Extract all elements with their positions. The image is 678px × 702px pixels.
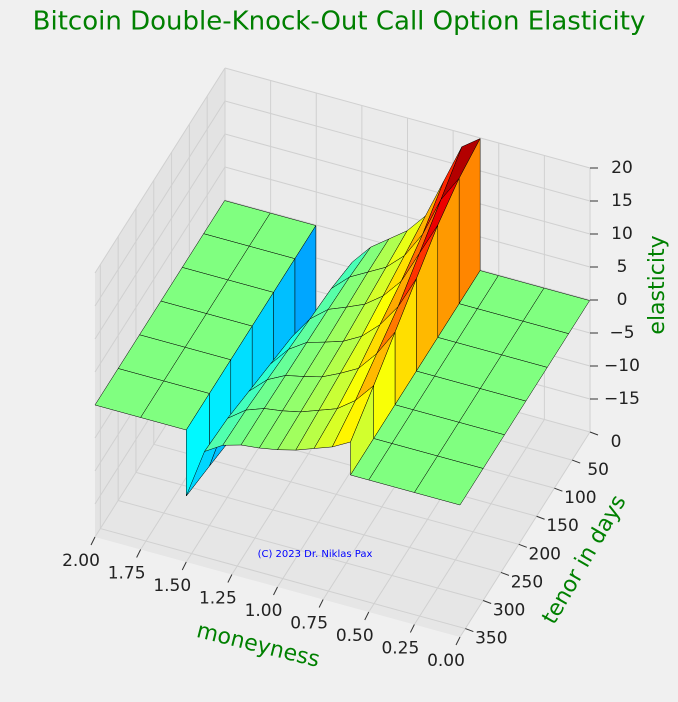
x-tick xyxy=(90,536,96,546)
x-tick-label: 0.50 xyxy=(336,626,374,646)
x-tick xyxy=(409,624,415,633)
x-tick xyxy=(227,574,233,583)
x-tick-label: 1.00 xyxy=(245,601,283,621)
grid-line xyxy=(413,419,545,625)
grid-line xyxy=(94,166,226,373)
y-tick-label: 100 xyxy=(564,488,596,508)
y-tick xyxy=(500,571,510,576)
z-tick-label: 20 xyxy=(611,158,633,178)
y-tick xyxy=(554,487,563,492)
grid-line xyxy=(459,431,591,638)
x-tick xyxy=(181,561,187,571)
x-tick-label: 1.50 xyxy=(153,576,191,596)
z-tick-label: 10 xyxy=(611,224,633,244)
y-tick-label: 300 xyxy=(493,600,525,620)
surface xyxy=(94,138,590,506)
grid-line xyxy=(94,67,226,274)
x-tick xyxy=(455,636,461,646)
grid-line xyxy=(153,443,519,545)
y-tick xyxy=(589,431,599,436)
grid-line xyxy=(94,100,226,307)
y-tick xyxy=(536,515,545,520)
y-tick xyxy=(518,543,527,548)
y-tick-label: 150 xyxy=(546,516,578,536)
x-tick-label: 1.75 xyxy=(108,564,146,584)
y-tick-label: 250 xyxy=(511,572,543,592)
y-tick-label: 50 xyxy=(587,460,609,480)
y-tick-label: 200 xyxy=(529,544,561,564)
copyright-note: (C) 2023 Dr. Niklas Pax xyxy=(258,549,373,560)
x-tick-label: 2.00 xyxy=(62,551,100,571)
z-axis-label: elasticity xyxy=(645,235,670,334)
y-tick xyxy=(465,628,474,633)
x-tick xyxy=(364,611,370,621)
y-tick xyxy=(572,459,581,464)
z-tick-label: −10 xyxy=(604,356,640,376)
grid-line xyxy=(224,100,591,202)
y-tick xyxy=(482,600,492,604)
grid-line xyxy=(224,166,591,268)
x-tick xyxy=(273,586,278,596)
grid-line xyxy=(224,67,591,169)
x-tick xyxy=(136,549,142,558)
z-tick-label: 0 xyxy=(617,290,628,310)
grid-line xyxy=(100,528,466,630)
grid-line xyxy=(94,133,226,340)
x-tick-label: 0.75 xyxy=(290,614,328,634)
grid-line xyxy=(224,133,591,235)
surface-patch xyxy=(414,455,484,506)
z-tick-label: −5 xyxy=(609,323,634,343)
y-tick-label: 0 xyxy=(611,432,622,452)
z-tick-label: 5 xyxy=(617,257,628,277)
x-tick-label: 0.25 xyxy=(381,639,419,659)
z-tick-label: 15 xyxy=(611,191,633,211)
x-tick xyxy=(318,599,324,608)
x-tick-label: 1.25 xyxy=(199,589,237,609)
chart-title: Bitcoin Double-Knock-Out Call Option Ela… xyxy=(33,7,646,37)
z-tick-label: −15 xyxy=(604,389,640,409)
grid-line xyxy=(135,471,502,573)
x-tick-label: 0.00 xyxy=(427,651,465,671)
grid-line xyxy=(118,500,484,601)
y-tick-label: 350 xyxy=(475,629,507,649)
